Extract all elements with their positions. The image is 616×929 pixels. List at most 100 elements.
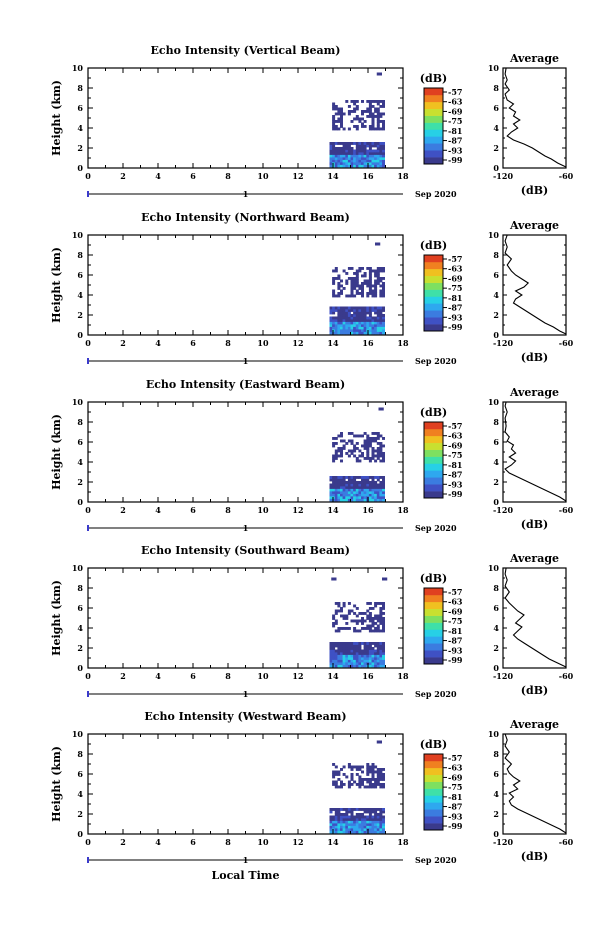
heatmap-cell bbox=[334, 657, 338, 660]
heatmap-cell bbox=[374, 319, 378, 322]
heatmap-cell bbox=[361, 125, 364, 128]
heatmap-cell bbox=[334, 164, 338, 168]
colorbar-tick-label: -81 bbox=[448, 626, 462, 636]
heatmap-cell bbox=[342, 311, 346, 315]
heatmap-cell bbox=[358, 825, 362, 829]
heatmap-cell bbox=[337, 810, 341, 814]
heatmap-cell bbox=[358, 120, 362, 123]
heatmap-cell bbox=[371, 768, 375, 771]
heatmap-cell bbox=[379, 652, 383, 655]
heatmap-cell bbox=[334, 664, 338, 668]
heatmap-cell bbox=[347, 830, 351, 834]
heatmap-cell bbox=[350, 309, 354, 312]
heatmap-cell bbox=[332, 444, 336, 448]
heatmap-cell bbox=[376, 127, 380, 131]
heatmap-cell bbox=[334, 294, 338, 298]
heatmap-cell bbox=[347, 820, 351, 824]
heatmap-cell bbox=[332, 783, 336, 786]
y-tick-label: 10 bbox=[72, 63, 84, 73]
colorbar-tick-label: -69 bbox=[448, 440, 463, 450]
heatmap-cell bbox=[350, 813, 354, 816]
heatmap-cell bbox=[363, 149, 367, 153]
average-title: Average bbox=[509, 52, 559, 65]
heatmap-cell bbox=[374, 654, 378, 658]
heatmap-cell bbox=[382, 154, 385, 158]
heatmap-cell bbox=[347, 493, 351, 497]
heatmap-cell bbox=[363, 815, 367, 819]
heatmap-cell bbox=[376, 274, 380, 278]
heatmap-cell bbox=[374, 813, 378, 816]
y-tick-label: 6 bbox=[77, 103, 83, 113]
heatmap-cell bbox=[350, 493, 354, 497]
heatmap-cell bbox=[366, 768, 370, 771]
heatmap-cell bbox=[371, 649, 375, 653]
heatmap-cell bbox=[366, 778, 370, 781]
heatmap-cell bbox=[358, 493, 362, 497]
heatmap-cell bbox=[340, 649, 343, 653]
heatmap-cell bbox=[334, 154, 338, 158]
heatmap-cell bbox=[332, 775, 336, 779]
heatmap-cell bbox=[342, 652, 346, 655]
heatmap-cell bbox=[382, 612, 385, 615]
heatmap-cell bbox=[337, 329, 341, 332]
heatmap-cell bbox=[340, 488, 343, 492]
heatmap-cell bbox=[363, 491, 367, 494]
heatmap-cell bbox=[355, 329, 359, 332]
heatmap-cell bbox=[353, 272, 357, 275]
heatmap-cell bbox=[363, 654, 367, 658]
x-tick-label: 0 bbox=[85, 338, 91, 348]
heatmap-cell bbox=[376, 783, 380, 786]
heatmap-cell bbox=[347, 488, 351, 492]
heatmap-cell bbox=[334, 478, 338, 482]
heatmap-cell bbox=[342, 627, 346, 630]
average-y-tick-label: 6 bbox=[493, 103, 499, 113]
colorbar-swatch bbox=[424, 608, 443, 616]
heatmap-cell bbox=[345, 775, 349, 779]
heatmap-cell bbox=[337, 142, 341, 145]
heatmap-cell bbox=[379, 483, 383, 487]
heatmap-cell bbox=[376, 329, 380, 332]
heatmap-cell bbox=[347, 142, 351, 145]
heatmap-cell bbox=[366, 614, 370, 618]
heatmap-cell bbox=[340, 432, 343, 435]
heatmap-cell bbox=[355, 144, 359, 148]
heatmap-cell bbox=[334, 612, 338, 615]
heatmap-cell bbox=[334, 654, 338, 658]
heatmap-cell bbox=[368, 112, 372, 116]
heatmap-speckle bbox=[331, 577, 337, 581]
heatmap-cell bbox=[382, 306, 385, 310]
heatmap-cell bbox=[353, 647, 357, 650]
colorbar-swatch bbox=[424, 324, 443, 332]
heatmap-cell bbox=[337, 110, 341, 113]
x-tick-label: 6 bbox=[190, 338, 196, 348]
heatmap-cell bbox=[371, 105, 375, 108]
heatmap-cell bbox=[363, 309, 367, 312]
heatmap-cell bbox=[368, 652, 372, 655]
heatmap-cell bbox=[363, 478, 367, 482]
heatmap-cell bbox=[332, 493, 336, 497]
heatmap-cell bbox=[358, 459, 362, 463]
heatmap-cell bbox=[379, 778, 383, 781]
heatmap-cell bbox=[345, 486, 349, 489]
heatmap-cell bbox=[337, 120, 341, 123]
heatmap-cell bbox=[366, 292, 370, 295]
average-x-tick-label: -120 bbox=[493, 505, 513, 515]
heatmap-cell bbox=[382, 496, 385, 499]
heatmap-cell bbox=[379, 144, 383, 148]
heatmap-cell bbox=[371, 112, 375, 116]
heatmap-cell bbox=[345, 309, 349, 312]
heatmap-cell bbox=[332, 647, 336, 650]
heatmap-cell bbox=[329, 654, 333, 658]
heatmap-cell bbox=[379, 105, 383, 108]
heatmap-cell bbox=[332, 488, 336, 492]
heatmap-cell bbox=[355, 773, 359, 776]
heatmap-cell bbox=[374, 329, 378, 332]
heatmap-cell bbox=[376, 830, 380, 834]
heatmap-cell bbox=[374, 825, 378, 829]
heatmap-cell bbox=[382, 437, 385, 440]
heatmap-cell bbox=[340, 664, 343, 668]
heatmap-cell bbox=[347, 627, 351, 630]
heatmap-cell bbox=[355, 629, 359, 633]
heatmap-cell bbox=[345, 481, 349, 484]
